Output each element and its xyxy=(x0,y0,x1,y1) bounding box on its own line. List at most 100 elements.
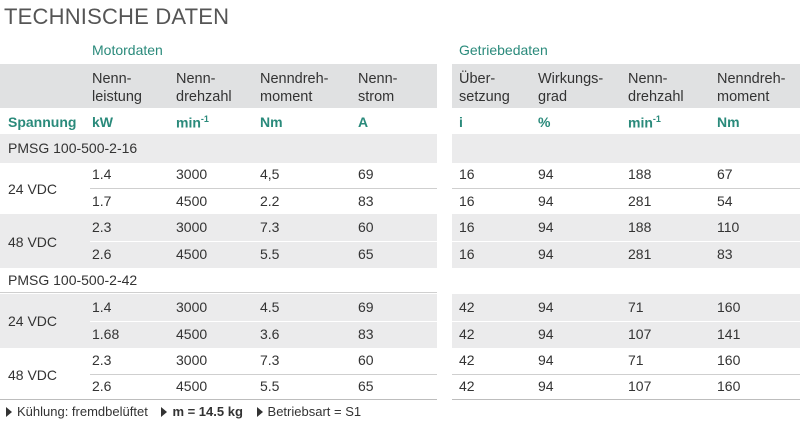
row-divider xyxy=(90,188,437,189)
table-cell: 107 xyxy=(628,326,652,342)
table-cell: 3000 xyxy=(176,166,208,182)
table-cell: 141 xyxy=(717,326,741,342)
table-cell: 65 xyxy=(358,378,374,394)
table-cell: 281 xyxy=(628,246,652,262)
header-wirkungsgrad: Wirkungs-grad xyxy=(538,71,604,105)
table-cell: 2.3 xyxy=(92,219,112,235)
table-cell: 3.6 xyxy=(260,326,280,342)
table-cell: 16 xyxy=(459,219,475,235)
unit-min: min-1 xyxy=(176,114,209,131)
table-cell: 4.5 xyxy=(260,299,280,315)
group-title: PMSG 100-500-2-42 xyxy=(8,272,138,288)
table-cell: 94 xyxy=(538,326,554,342)
header-getriebe-nenndrehmoment: Nenndreh-moment xyxy=(717,71,786,105)
header-nennstrom: Nenn-strom xyxy=(358,71,398,105)
table-cell: 71 xyxy=(628,299,644,315)
table-cell: 4,5 xyxy=(260,166,280,182)
row-divider xyxy=(90,241,437,242)
unit-a: A xyxy=(358,114,369,130)
table-cell: 94 xyxy=(538,219,554,235)
table-cell: 188 xyxy=(628,219,652,235)
table-cell: 94 xyxy=(538,246,554,262)
voltage-label: 48 VDC xyxy=(8,234,58,250)
table-cell: 188 xyxy=(628,166,652,182)
table-cell: 2.2 xyxy=(260,193,280,209)
table-cell: 42 xyxy=(459,378,475,394)
table-cell: 60 xyxy=(358,219,374,235)
table-cell: 160 xyxy=(717,378,741,394)
table-cell: 1.68 xyxy=(92,326,120,342)
gear-header-band xyxy=(452,64,800,108)
table-cell: 2.3 xyxy=(92,352,112,368)
table-cell: 5.5 xyxy=(260,246,280,262)
table-cell: 160 xyxy=(717,352,741,368)
table-cell: 4500 xyxy=(176,378,208,394)
table-cell: 160 xyxy=(717,299,741,315)
table-cell: 94 xyxy=(538,378,554,394)
group-title: PMSG 100-500-2-16 xyxy=(8,140,138,156)
footer-kuehlung: Kühlung: fremdbelüftet xyxy=(17,404,148,419)
bullet-arrow-icon xyxy=(256,407,263,417)
unit-nm: Nm xyxy=(260,114,283,130)
footer-notes: Kühlung: fremdbelüftet m = 14.5 kg Betri… xyxy=(6,404,361,419)
footer-betriebsart: Betriebsart = S1 xyxy=(267,404,362,419)
table-cell: 3000 xyxy=(176,352,208,368)
voltage-label: 48 VDC xyxy=(8,367,58,383)
table-cell: 83 xyxy=(358,193,374,209)
table-cell: 2.6 xyxy=(92,378,112,394)
table-cell: 4500 xyxy=(176,246,208,262)
table-cell: 4500 xyxy=(176,193,208,209)
table-cell: 110 xyxy=(717,219,740,235)
table-cell: 83 xyxy=(358,326,374,342)
group-band xyxy=(452,134,800,163)
voltage-label: 24 VDC xyxy=(8,181,58,197)
table-cell: 69 xyxy=(358,166,374,182)
table-cell: 16 xyxy=(459,246,475,262)
table-bottom-rule xyxy=(0,399,437,400)
row-divider xyxy=(452,374,800,375)
table-cell: 83 xyxy=(717,246,733,262)
row-divider xyxy=(452,188,800,189)
row-divider xyxy=(452,321,800,322)
table-cell: 7.3 xyxy=(260,219,280,235)
getriebedaten-label: Getriebedaten xyxy=(459,42,548,58)
table-cell: 1.7 xyxy=(92,193,112,209)
table-cell: 54 xyxy=(717,193,733,209)
unit-getriebe-nm: Nm xyxy=(717,114,740,130)
table-cell: 69 xyxy=(358,299,374,315)
table-cell: 16 xyxy=(459,193,475,209)
table-cell: 281 xyxy=(628,193,652,209)
voltage-label: 24 VDC xyxy=(8,313,58,329)
table-cell: 94 xyxy=(538,352,554,368)
header-nenndrehzahl: Nenn-drehzahl xyxy=(176,71,232,105)
motordaten-label: Motordaten xyxy=(92,42,163,58)
table-cell: 60 xyxy=(358,352,374,368)
row-divider xyxy=(0,292,437,293)
table-cell: 42 xyxy=(459,326,475,342)
table-cell: 94 xyxy=(538,166,554,182)
unit-getriebe-min: min-1 xyxy=(628,114,661,131)
table-bottom-rule xyxy=(452,399,800,400)
bullet-arrow-icon xyxy=(161,407,168,417)
table-cell: 5.5 xyxy=(260,378,280,394)
header-nennleistung: Nenn-leistung xyxy=(92,71,142,105)
table-cell: 1.4 xyxy=(92,166,112,182)
table-cell: 2.6 xyxy=(92,246,112,262)
row-divider xyxy=(90,374,437,375)
table-cell: 3000 xyxy=(176,219,208,235)
table-cell: 4500 xyxy=(176,326,208,342)
bullet-arrow-icon xyxy=(6,407,12,417)
unit-kw: kW xyxy=(92,114,113,130)
table-cell: 65 xyxy=(358,246,374,262)
table-cell: 107 xyxy=(628,378,652,394)
unit-percent: % xyxy=(538,114,551,130)
footer-masse: m = 14.5 kg xyxy=(172,404,243,419)
table-cell: 16 xyxy=(459,166,475,182)
table-cell: 94 xyxy=(538,193,554,209)
table-cell: 7.3 xyxy=(260,352,280,368)
table-cell: 42 xyxy=(459,299,475,315)
table-cell: 3000 xyxy=(176,299,208,315)
header-getriebe-nenndrehzahl: Nenn-drehzahl xyxy=(628,71,684,105)
table-cell: 94 xyxy=(538,299,554,315)
row-divider xyxy=(452,241,800,242)
